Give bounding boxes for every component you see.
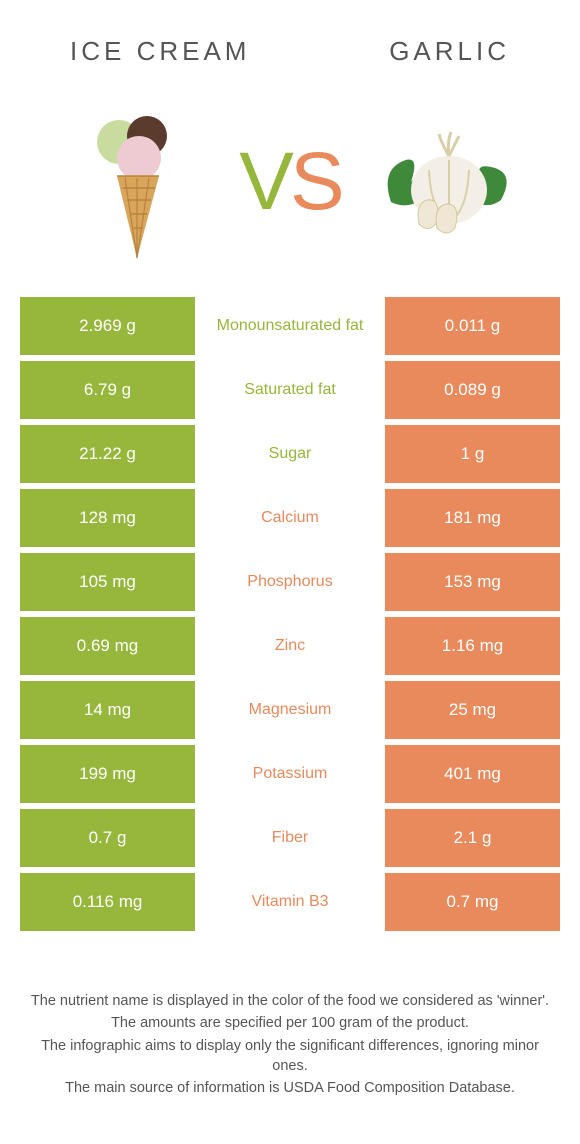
value-right: 1 g	[385, 425, 560, 483]
value-left: 0.116 mg	[20, 873, 195, 931]
table-row: 21.22 gSugar1 g	[20, 425, 560, 483]
nutrient-label: Potassium	[195, 745, 385, 803]
table-row: 0.116 mgVitamin B30.7 mg	[20, 873, 560, 931]
value-right: 401 mg	[385, 745, 560, 803]
footer-line: The main source of information is USDA F…	[30, 1078, 550, 1098]
value-right: 153 mg	[385, 553, 560, 611]
value-left: 21.22 g	[20, 425, 195, 483]
footer-notes: The nutrient name is displayed in the co…	[0, 931, 580, 1100]
footer-line: The nutrient name is displayed in the co…	[30, 991, 550, 1011]
value-left: 105 mg	[20, 553, 195, 611]
vs-letter-v: V	[239, 136, 290, 227]
value-right: 181 mg	[385, 489, 560, 547]
ice-cream-icon	[59, 97, 209, 267]
nutrient-label: Fiber	[195, 809, 385, 867]
value-left: 6.79 g	[20, 361, 195, 419]
vs-label: VS	[239, 135, 340, 229]
nutrient-label: Monounsaturated fat	[195, 297, 385, 355]
value-left: 14 mg	[20, 681, 195, 739]
nutrient-label: Magnesium	[195, 681, 385, 739]
table-row: 14 mgMagnesium25 mg	[20, 681, 560, 739]
value-left: 0.7 g	[20, 809, 195, 867]
value-right: 0.089 g	[385, 361, 560, 419]
nutrient-label: Sugar	[195, 425, 385, 483]
table-row: 0.7 gFiber2.1 g	[20, 809, 560, 867]
value-left: 128 mg	[20, 489, 195, 547]
value-right: 0.7 mg	[385, 873, 560, 931]
garlic-icon	[371, 97, 521, 267]
title-right: GARLIC	[389, 36, 510, 67]
table-row: 0.69 mgZinc1.16 mg	[20, 617, 560, 675]
table-row: 2.969 gMonounsaturated fat0.011 g	[20, 297, 560, 355]
vs-letter-s: S	[290, 136, 341, 227]
hero-row: VS	[59, 67, 520, 297]
footer-line: The infographic aims to display only the…	[30, 1036, 550, 1077]
value-left: 2.969 g	[20, 297, 195, 355]
comparison-table: 2.969 gMonounsaturated fat0.011 g 6.79 gS…	[20, 297, 560, 931]
header-row: ICE CREAM GARLIC	[0, 0, 580, 67]
value-right: 0.011 g	[385, 297, 560, 355]
table-row: 6.79 gSaturated fat0.089 g	[20, 361, 560, 419]
nutrient-label: Zinc	[195, 617, 385, 675]
table-row: 199 mgPotassium401 mg	[20, 745, 560, 803]
nutrient-label: Phosphorus	[195, 553, 385, 611]
value-right: 2.1 g	[385, 809, 560, 867]
nutrient-label: Vitamin B3	[195, 873, 385, 931]
nutrient-label: Calcium	[195, 489, 385, 547]
value-left: 0.69 mg	[20, 617, 195, 675]
table-row: 105 mgPhosphorus153 mg	[20, 553, 560, 611]
footer-line: The amounts are specified per 100 gram o…	[30, 1013, 550, 1033]
value-left: 199 mg	[20, 745, 195, 803]
table-row: 128 mgCalcium181 mg	[20, 489, 560, 547]
title-left: ICE CREAM	[70, 36, 250, 67]
nutrient-label: Saturated fat	[195, 361, 385, 419]
value-right: 1.16 mg	[385, 617, 560, 675]
value-right: 25 mg	[385, 681, 560, 739]
